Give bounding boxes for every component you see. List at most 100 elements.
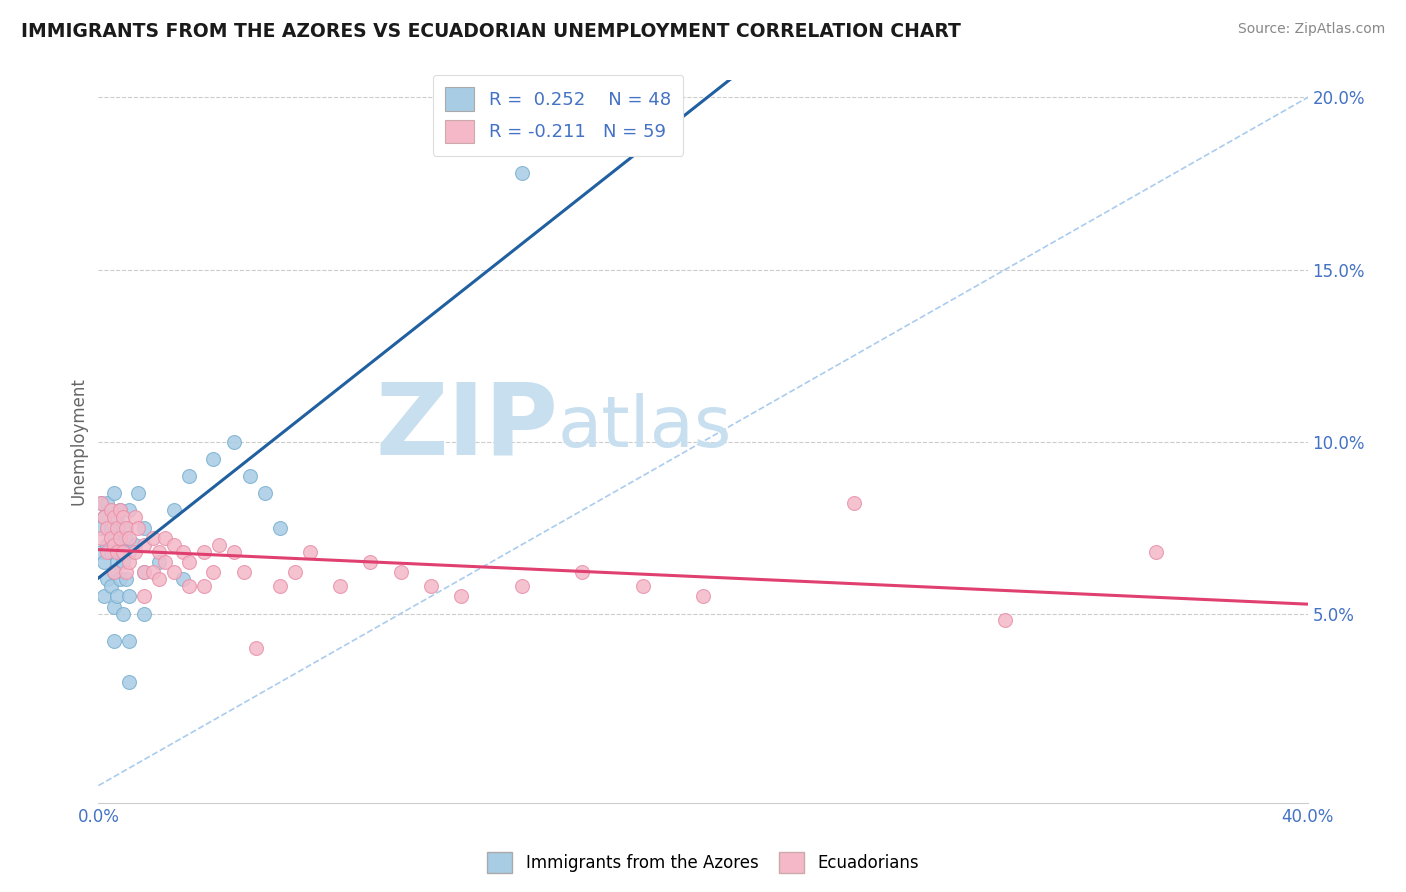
Point xyxy=(114,520,136,534)
Point xyxy=(118,531,141,545)
Point xyxy=(100,544,122,558)
Point xyxy=(232,566,254,580)
Point xyxy=(389,566,412,580)
Point xyxy=(631,579,654,593)
Text: ZIP: ZIP xyxy=(375,378,558,475)
Point xyxy=(111,510,134,524)
Point xyxy=(571,566,593,580)
Point xyxy=(132,520,155,534)
Point xyxy=(103,531,125,545)
Point xyxy=(269,579,291,593)
Point xyxy=(114,531,136,545)
Point xyxy=(844,496,866,510)
Point xyxy=(163,538,186,552)
Point xyxy=(103,566,125,580)
Point xyxy=(148,555,170,569)
Point xyxy=(105,510,128,524)
Point xyxy=(360,555,382,569)
Point xyxy=(329,579,352,593)
Point xyxy=(111,520,134,534)
Point xyxy=(111,555,134,569)
Point xyxy=(96,538,118,552)
Text: IMMIGRANTS FROM THE AZORES VS ECUADORIAN UNEMPLOYMENT CORRELATION CHART: IMMIGRANTS FROM THE AZORES VS ECUADORIAN… xyxy=(21,22,960,41)
Point xyxy=(93,510,115,524)
Y-axis label: Unemployment: Unemployment xyxy=(69,377,87,506)
Point xyxy=(90,496,112,510)
Point xyxy=(148,572,170,586)
Point xyxy=(105,590,128,604)
Point xyxy=(208,538,231,552)
Point xyxy=(118,590,141,604)
Point xyxy=(103,634,125,648)
Point xyxy=(1144,544,1167,558)
Point xyxy=(105,555,128,569)
Point xyxy=(103,538,125,552)
Point xyxy=(202,451,225,466)
Point xyxy=(118,555,141,569)
Point xyxy=(118,544,141,558)
Point xyxy=(124,510,146,524)
Point xyxy=(172,572,194,586)
Point xyxy=(105,544,128,558)
Point xyxy=(142,566,165,580)
Point xyxy=(132,590,155,604)
Point xyxy=(118,675,141,690)
Point xyxy=(90,531,112,545)
Point xyxy=(224,544,246,558)
Point xyxy=(142,531,165,545)
Point xyxy=(103,566,125,580)
Point xyxy=(153,531,176,545)
Point xyxy=(132,538,155,552)
Point xyxy=(450,590,472,604)
Point xyxy=(179,555,201,569)
Point xyxy=(96,496,118,510)
Point xyxy=(108,538,131,552)
Point xyxy=(239,469,262,483)
Point xyxy=(103,599,125,614)
Point xyxy=(132,566,155,580)
Point xyxy=(510,166,533,180)
Point xyxy=(114,566,136,580)
Point xyxy=(127,486,149,500)
Text: atlas: atlas xyxy=(558,392,733,461)
Point xyxy=(132,607,155,621)
Point xyxy=(124,544,146,558)
Point xyxy=(510,579,533,593)
Point xyxy=(179,469,201,483)
Point xyxy=(108,572,131,586)
Point xyxy=(163,503,186,517)
Point xyxy=(202,566,225,580)
Point xyxy=(100,579,122,593)
Point xyxy=(179,579,201,593)
Point xyxy=(284,566,307,580)
Point xyxy=(253,486,276,500)
Point xyxy=(96,572,118,586)
Point xyxy=(100,503,122,517)
Legend: R =  0.252    N = 48, R = -0.211   N = 59: R = 0.252 N = 48, R = -0.211 N = 59 xyxy=(433,75,683,155)
Point xyxy=(692,590,714,604)
Point xyxy=(93,510,115,524)
Point xyxy=(153,555,176,569)
Point xyxy=(118,634,141,648)
Point xyxy=(90,496,112,510)
Point xyxy=(269,520,291,534)
Point xyxy=(105,520,128,534)
Point xyxy=(108,503,131,517)
Point xyxy=(148,544,170,558)
Point xyxy=(118,503,141,517)
Point xyxy=(103,510,125,524)
Point xyxy=(245,640,267,655)
Point xyxy=(299,544,322,558)
Point xyxy=(132,566,155,580)
Point xyxy=(108,531,131,545)
Point xyxy=(96,544,118,558)
Point xyxy=(103,486,125,500)
Point xyxy=(100,520,122,534)
Point xyxy=(193,579,215,593)
Point xyxy=(108,503,131,517)
Point xyxy=(93,590,115,604)
Point xyxy=(163,566,186,580)
Point xyxy=(193,544,215,558)
Point xyxy=(124,538,146,552)
Text: Source: ZipAtlas.com: Source: ZipAtlas.com xyxy=(1237,22,1385,37)
